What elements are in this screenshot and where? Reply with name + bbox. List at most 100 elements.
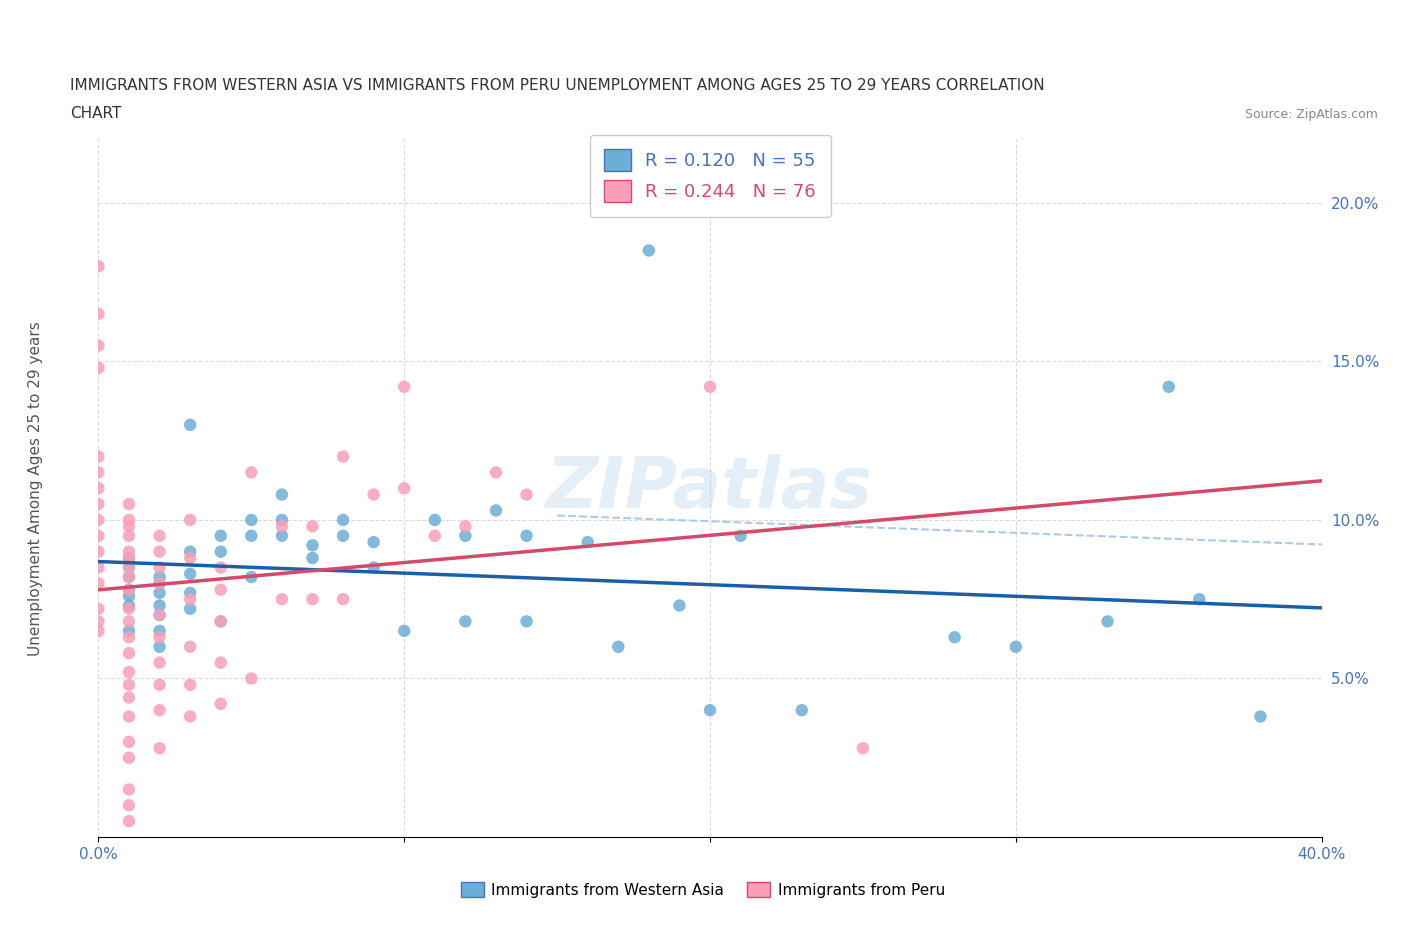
Point xyxy=(87,623,110,638)
Point xyxy=(149,623,172,638)
Point xyxy=(87,544,110,559)
Point xyxy=(790,703,813,718)
Point xyxy=(485,503,508,518)
Point xyxy=(118,690,141,705)
Point xyxy=(943,630,966,644)
Point xyxy=(87,339,110,353)
Point xyxy=(118,709,141,724)
Legend: R = 0.120   N = 55, R = 0.244   N = 76: R = 0.120 N = 55, R = 0.244 N = 76 xyxy=(589,135,831,217)
Point xyxy=(1249,709,1271,724)
Point xyxy=(149,677,172,692)
Point xyxy=(485,465,508,480)
Point xyxy=(1341,687,1364,702)
Point xyxy=(607,639,630,654)
Point xyxy=(118,582,141,597)
Point xyxy=(179,544,201,559)
Point xyxy=(118,623,141,638)
Point xyxy=(87,614,110,629)
Point xyxy=(852,741,875,756)
Point xyxy=(118,614,141,629)
Point xyxy=(87,528,110,543)
Point xyxy=(179,677,201,692)
Point xyxy=(118,551,141,565)
Point xyxy=(454,528,477,543)
Point xyxy=(209,697,232,711)
Point xyxy=(179,602,201,617)
Point xyxy=(179,566,201,581)
Point xyxy=(87,259,110,273)
Point xyxy=(118,560,141,575)
Point xyxy=(118,602,141,617)
Legend: Immigrants from Western Asia, Immigrants from Peru: Immigrants from Western Asia, Immigrants… xyxy=(454,875,952,904)
Point xyxy=(149,576,172,591)
Point xyxy=(363,560,385,575)
Point xyxy=(87,306,110,321)
Point xyxy=(87,449,110,464)
Point xyxy=(454,614,477,629)
Point xyxy=(209,528,232,543)
Point xyxy=(363,487,385,502)
Point xyxy=(301,591,323,606)
Point xyxy=(332,591,354,606)
Point xyxy=(637,243,661,258)
Point xyxy=(118,497,141,512)
Point xyxy=(301,538,323,552)
Point xyxy=(332,528,354,543)
Point xyxy=(301,551,323,565)
Point xyxy=(668,598,690,613)
Point xyxy=(118,645,141,660)
Point xyxy=(87,497,110,512)
Point xyxy=(423,528,446,543)
Point xyxy=(149,560,172,575)
Point xyxy=(699,379,721,394)
Point xyxy=(87,602,110,617)
Point xyxy=(332,512,354,527)
Point xyxy=(332,449,354,464)
Point xyxy=(118,569,141,584)
Point xyxy=(149,630,172,644)
Point xyxy=(149,639,172,654)
Point xyxy=(149,655,172,670)
Point xyxy=(209,614,232,629)
Point xyxy=(179,639,201,654)
Point xyxy=(270,487,292,502)
Point xyxy=(149,607,172,622)
Point xyxy=(149,607,172,622)
Point xyxy=(179,512,201,527)
Point xyxy=(179,591,201,606)
Point xyxy=(240,528,263,543)
Point xyxy=(87,576,110,591)
Point xyxy=(118,512,141,527)
Point xyxy=(516,614,538,629)
Point xyxy=(1188,591,1211,606)
Point xyxy=(118,544,141,559)
Point xyxy=(240,569,263,584)
Point xyxy=(270,528,292,543)
Point xyxy=(149,569,172,584)
Point xyxy=(240,512,263,527)
Point xyxy=(516,528,538,543)
Point xyxy=(149,576,172,591)
Point xyxy=(149,741,172,756)
Point xyxy=(454,519,477,534)
Point xyxy=(270,512,292,527)
Point xyxy=(179,418,201,432)
Text: Source: ZipAtlas.com: Source: ZipAtlas.com xyxy=(1244,108,1378,121)
Point xyxy=(87,512,110,527)
Point xyxy=(392,379,416,394)
Point xyxy=(179,551,201,565)
Point xyxy=(149,528,172,543)
Point xyxy=(179,586,201,601)
Point xyxy=(392,481,416,496)
Point xyxy=(118,551,141,565)
Point xyxy=(87,360,110,375)
Point xyxy=(87,481,110,496)
Point xyxy=(209,582,232,597)
Point xyxy=(149,544,172,559)
Point xyxy=(87,560,110,575)
Point xyxy=(118,782,141,797)
Point xyxy=(118,814,141,829)
Point xyxy=(392,623,416,638)
Point xyxy=(209,614,232,629)
Point xyxy=(1157,379,1180,394)
